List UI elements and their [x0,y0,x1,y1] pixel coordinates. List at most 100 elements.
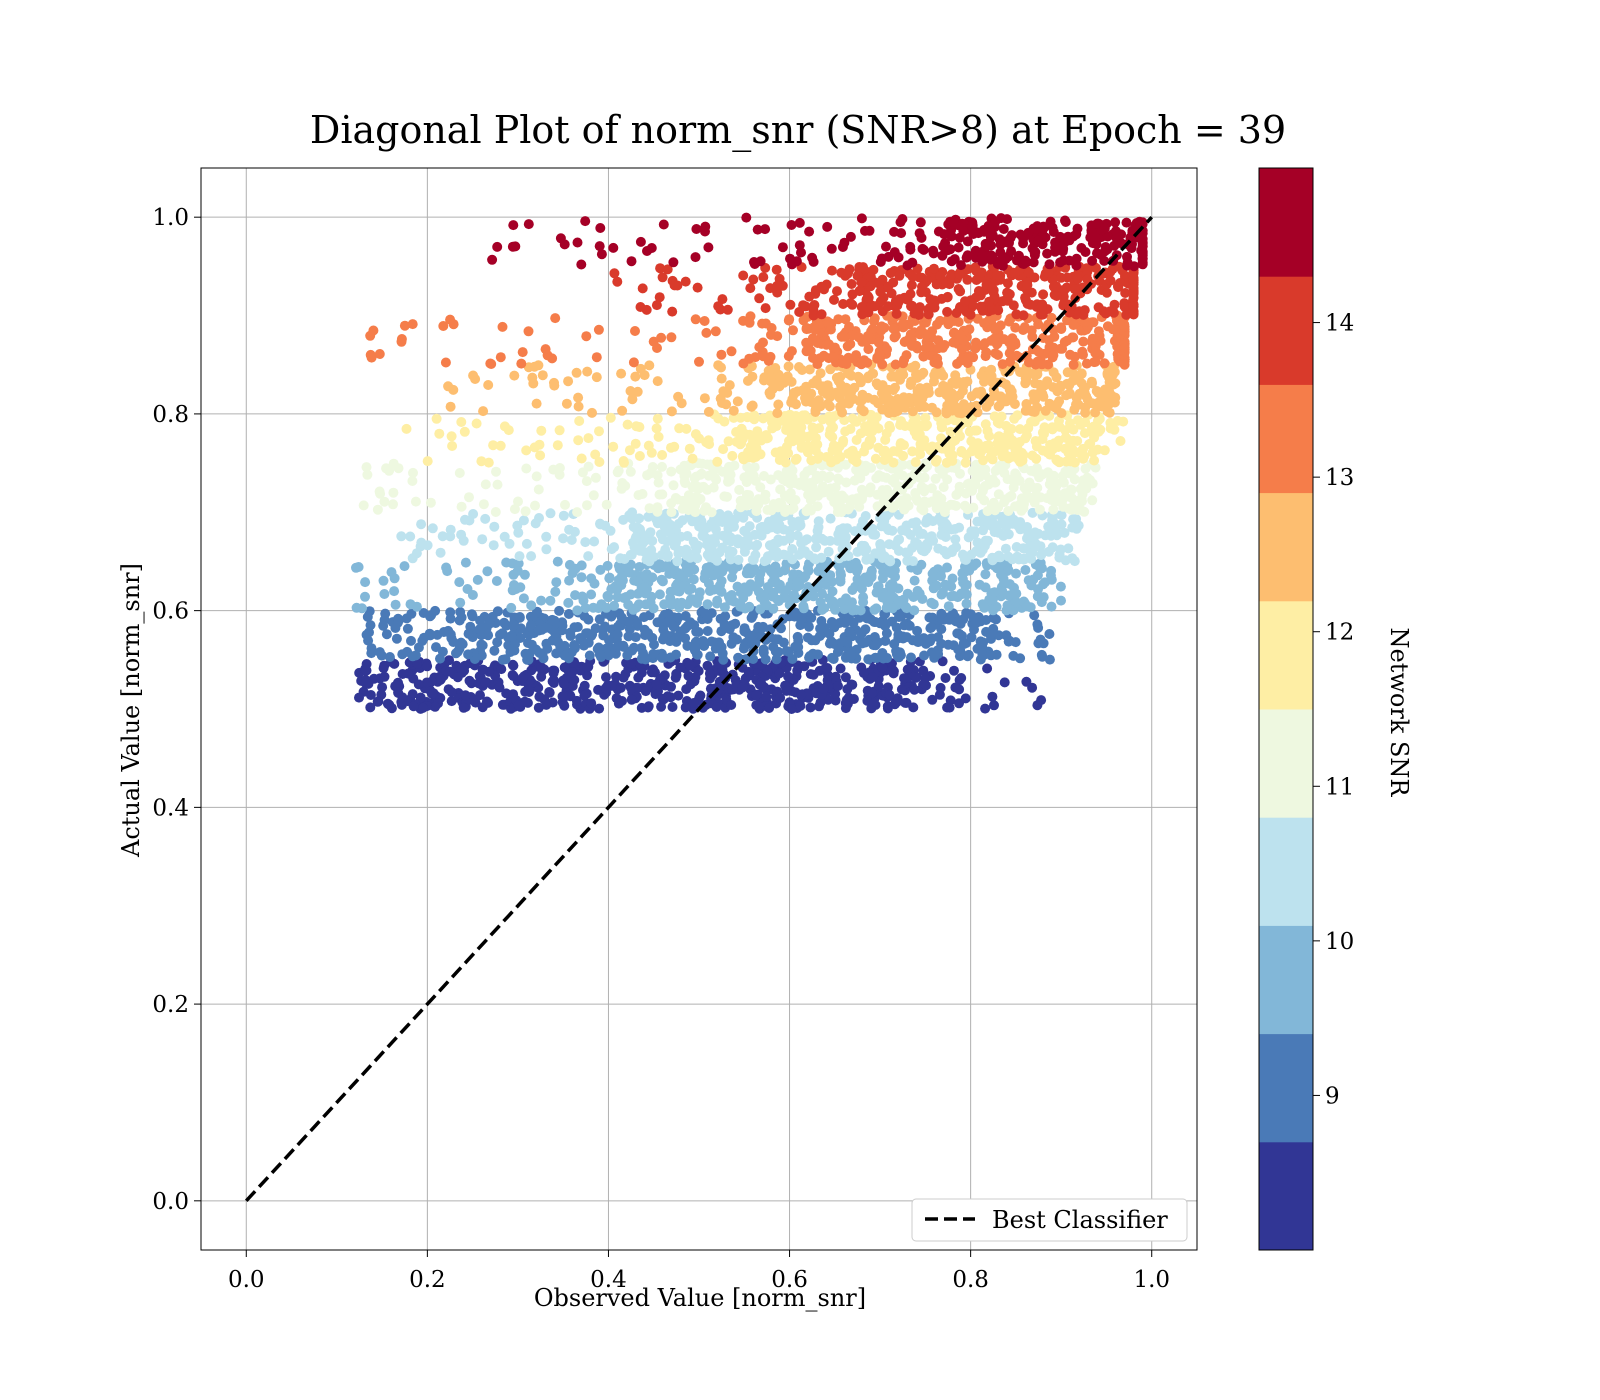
scatter-point [648,649,659,659]
scatter-point [594,649,605,660]
scatter-point [523,638,533,648]
scatter-point [958,335,969,346]
scatter-point [995,552,1006,563]
scatter-point [635,236,646,247]
scatter-point [957,589,968,600]
scatter-point [848,694,859,704]
scatter-point [989,527,1000,538]
scatter-point [794,549,805,560]
scatter-point [491,576,502,586]
scatter-point [842,684,853,695]
scatter-point [666,406,677,417]
scatter-point [758,644,769,655]
scatter-point [877,573,888,584]
scatter-point [669,540,680,551]
scatter-point [491,466,501,477]
scatter-point [463,649,474,660]
scatter-point [808,378,819,389]
scatter-point [691,492,702,503]
scatter-point [811,542,822,553]
scatter-point [475,690,485,701]
scatter-point [956,673,967,683]
scatter-point [446,633,457,644]
scatter-point [573,435,584,446]
scatter-point [744,563,755,574]
scatter-point [514,551,525,562]
scatter-point [768,603,779,614]
scatter-point [840,672,851,683]
scatter-point [858,406,869,417]
scatter-point [893,629,904,640]
scatter-point [523,685,534,696]
scatter-point [579,690,590,701]
scatter-point [1022,280,1033,290]
scatter-point [604,635,614,646]
scatter-point [683,670,694,681]
scatter-point [397,649,408,660]
scatter-point [774,497,785,508]
scatter-point [690,252,701,263]
scatter-point [374,647,385,658]
scatter-point [884,689,895,700]
scatter-point [883,301,893,312]
scatter-point [412,658,423,669]
scatter-point [703,406,714,417]
scatter-point [981,347,992,358]
scatter-point [531,471,542,482]
scatter-point [693,592,704,603]
scatter-point [818,683,829,694]
scatter-point [647,572,658,583]
scatter-point [507,670,518,680]
scatter-point [780,470,790,481]
scatter-point [567,667,578,678]
scatter-point [961,598,972,609]
scatter-point [458,702,469,713]
scatter-point [975,301,986,312]
scatter-point [690,541,701,552]
scatter-point [701,327,712,338]
scatter-point [926,622,937,633]
scatter-point [898,358,909,369]
scatter-point [1077,451,1087,462]
scatter-point [788,569,799,580]
scatter-point [431,413,442,424]
scatter-point [560,499,570,510]
scatter-point [1029,610,1040,621]
scatter-point [1112,281,1123,291]
colorbar-band-3 [1259,817,1313,926]
scatter-point [984,296,995,307]
scatter-point [855,605,866,616]
scatter-point [748,554,759,565]
scatter-point [1013,454,1024,465]
scatter-point [1072,273,1083,284]
scatter-point [744,521,755,532]
scatter-point [992,563,1002,574]
scatter-point [1115,436,1126,446]
scatter-point [638,531,649,542]
scatter-point [497,699,508,710]
scatter-point [873,337,884,348]
scatter-point [950,682,961,693]
scatter-point [361,665,372,676]
scatter-point [451,648,461,659]
scatter-point [1090,407,1101,418]
scatter-point [1108,379,1119,390]
scatter-point [415,692,426,703]
scatter-point [508,220,519,231]
scatter-point [751,690,761,701]
scatter-point [1011,568,1021,579]
scatter-point [975,616,986,627]
scatter-point [978,455,989,466]
scatter-point [1045,449,1055,460]
scatter-point [913,369,924,380]
scatter-point [710,524,721,535]
scatter-point [480,513,491,524]
scatter-point [1031,441,1042,452]
scatter-point [837,437,848,448]
scatter-point [551,577,562,588]
scatter-point [752,539,763,550]
scatter-point [526,551,537,562]
scatter-point [518,593,529,604]
scatter-point [675,662,686,673]
scatter-point [1079,506,1090,517]
